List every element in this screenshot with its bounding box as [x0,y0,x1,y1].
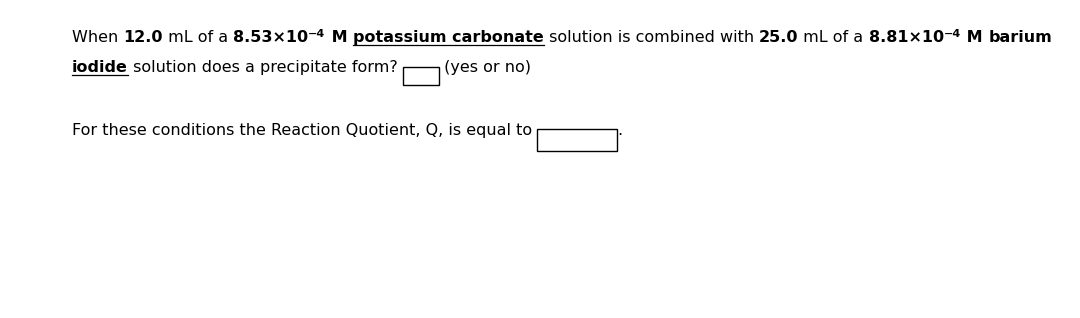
Text: mL of a: mL of a [798,30,868,45]
Text: .: . [618,123,622,138]
Text: mL of a: mL of a [163,30,233,45]
Text: 25.0: 25.0 [759,30,798,45]
Bar [537,129,618,151]
Text: −4: −4 [308,29,325,39]
Text: 12.0: 12.0 [123,30,163,45]
Text: M: M [325,30,353,45]
Text: barium: barium [988,30,1052,45]
Text: potassium carbonate: potassium carbonate [353,30,543,45]
Text: 8.81×10: 8.81×10 [868,30,944,45]
Text: M: M [961,30,988,45]
Text: For these conditions the Reaction Quotient, Q, is equal to: For these conditions the Reaction Quotie… [72,123,537,138]
Text: When: When [72,30,123,45]
Text: −4: −4 [944,29,961,39]
Text: solution is combined with: solution is combined with [543,30,759,45]
Text: 8.53×10: 8.53×10 [233,30,308,45]
Bar [403,67,438,85]
Text: (yes or no): (yes or no) [438,60,530,75]
Text: iodide: iodide [72,60,127,75]
Text: solution does a precipitate form?: solution does a precipitate form? [127,60,403,75]
